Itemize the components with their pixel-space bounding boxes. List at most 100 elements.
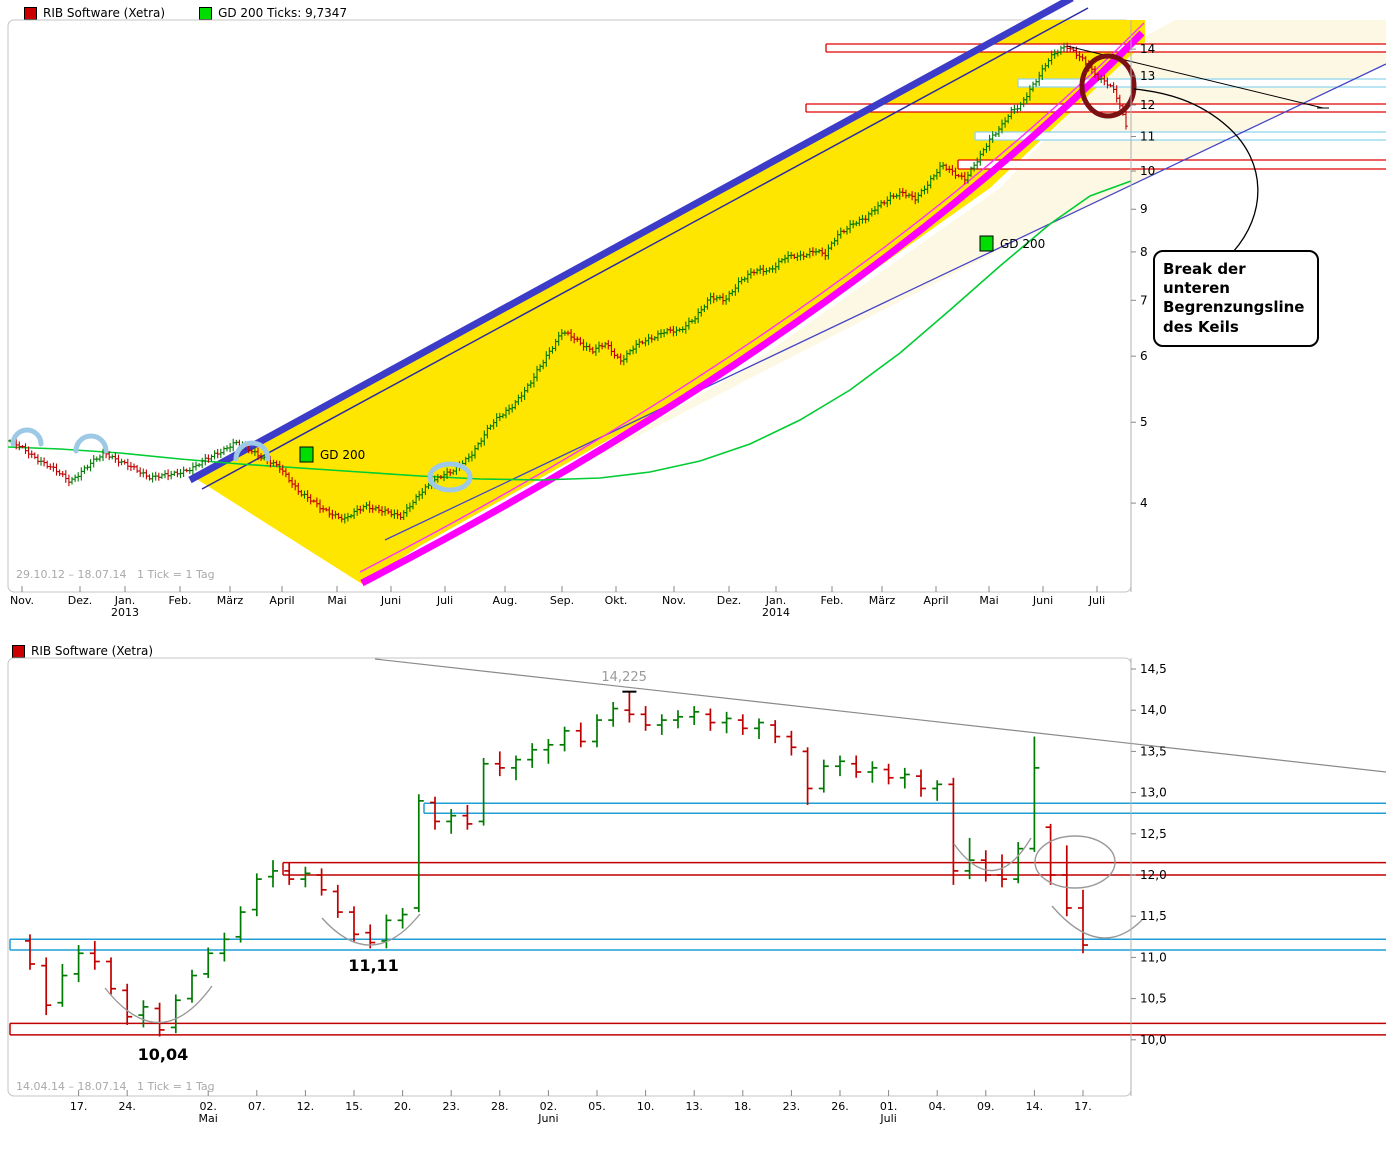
chart-line bbox=[374, 658, 1386, 773]
tick-label: 14 bbox=[1140, 42, 1155, 56]
low-price-label: 10,04 bbox=[137, 1044, 189, 1064]
tick-label: 17. bbox=[70, 1100, 88, 1113]
legend-label: GD 200 Ticks: 9,7347 bbox=[218, 6, 348, 20]
reversal-arc bbox=[104, 985, 213, 1024]
tick-label: 2013 bbox=[111, 606, 139, 619]
callout-curve bbox=[1133, 88, 1259, 253]
tick-label: Mai bbox=[327, 594, 346, 607]
bottom-bars bbox=[25, 691, 1088, 1037]
highlight-ellipse bbox=[427, 461, 473, 493]
chart-line bbox=[384, 63, 1386, 541]
gd200-line bbox=[7, 180, 1132, 481]
tick-label: 10 bbox=[1140, 164, 1155, 178]
bottom-chart-period: 14.04.14 – 18.07.14 1 Tick = 1 Tag bbox=[16, 1080, 215, 1093]
legend-label: RIB Software (Xetra) bbox=[43, 6, 166, 20]
tick-label: 23. bbox=[783, 1100, 801, 1113]
tick-label: 12,0 bbox=[1140, 868, 1167, 882]
tick-label: Juli bbox=[879, 1112, 896, 1125]
break-annotation-box: Break der unteren Begrenzungsline des Ke… bbox=[1153, 250, 1319, 347]
tick-label: 12,5 bbox=[1140, 827, 1167, 841]
tick-label: Mai bbox=[199, 1112, 218, 1125]
tick-label: 01. bbox=[880, 1100, 898, 1113]
tick-label: Dez. bbox=[717, 594, 742, 607]
legend-item: RIB Software (Xetra) bbox=[24, 6, 165, 20]
tick-label: Sep. bbox=[550, 594, 574, 607]
wedge-lower-line-thin bbox=[359, 22, 1145, 573]
tick-label: 6 bbox=[1140, 349, 1148, 363]
reversal-arc bbox=[321, 913, 421, 946]
tick-label: 04. bbox=[928, 1100, 946, 1113]
tick-label: Jan. bbox=[765, 594, 786, 607]
tick-label: Jan. bbox=[114, 594, 135, 607]
tick-label: 05. bbox=[588, 1100, 606, 1113]
tick-label: Juli bbox=[436, 594, 453, 607]
tick-label: Juni bbox=[1032, 594, 1053, 607]
support-resistance-band bbox=[424, 803, 1386, 814]
tick-label: 12 bbox=[1140, 98, 1155, 112]
tick-label: Okt. bbox=[605, 594, 628, 607]
tick-label: 12. bbox=[297, 1100, 315, 1113]
tick-label: 23. bbox=[442, 1100, 460, 1113]
legend-item: GD 200 Ticks: 9,7347 bbox=[199, 6, 347, 20]
bottom-chart: 14,5 14,0 13,5 13,0 12,5 12,0 11,5 11,0 10,5 10,0… bbox=[7, 657, 1386, 1125]
tick-label: 8 bbox=[1140, 245, 1148, 259]
chart-line bbox=[188, 0, 1074, 484]
tick-label: Feb. bbox=[821, 594, 844, 607]
support-resistance-band bbox=[806, 104, 1386, 112]
series-color-swatch bbox=[12, 644, 25, 658]
tick-label: 09. bbox=[977, 1100, 995, 1113]
tick-label: 5 bbox=[1140, 415, 1148, 429]
reversal-arc bbox=[953, 837, 1032, 872]
tick-label: Nov. bbox=[10, 594, 34, 607]
tick-label: Nov. bbox=[662, 594, 686, 607]
tick-label: 9 bbox=[1140, 202, 1148, 216]
gd200-marker bbox=[979, 235, 994, 252]
tick-label: 13,0 bbox=[1140, 786, 1167, 800]
bottom-chart-legend: RIB Software (Xetra) bbox=[12, 644, 181, 658]
tick-label: Dez. bbox=[68, 594, 93, 607]
highlight-arc bbox=[10, 427, 44, 447]
tick-label: März bbox=[869, 594, 896, 607]
support-resistance-band bbox=[1018, 79, 1386, 87]
chart-line bbox=[201, 7, 1089, 490]
tick-label: Juli bbox=[1088, 594, 1105, 607]
tick-label: Juni bbox=[537, 1112, 558, 1125]
tick-label: GD 200 bbox=[320, 448, 365, 462]
tick-label: März bbox=[217, 594, 244, 607]
highlight-arc bbox=[73, 433, 109, 454]
tick-label: Mai bbox=[979, 594, 998, 607]
tick-label: 11,0 bbox=[1140, 950, 1167, 964]
tick-label: April bbox=[269, 594, 294, 607]
tick-label: 13 bbox=[1140, 69, 1155, 83]
support-resistance-band bbox=[958, 160, 1386, 169]
top-chart-legend: RIB Software (Xetra) GD 200 Ticks: 9,734… bbox=[24, 6, 375, 20]
tick-label: 02. bbox=[199, 1100, 217, 1113]
tick-label: 07. bbox=[248, 1100, 266, 1113]
support-resistance-band bbox=[283, 862, 1386, 875]
tick-label: 18. bbox=[734, 1100, 752, 1113]
tick-label: 14,5 bbox=[1140, 662, 1167, 676]
break-highlight-circle bbox=[1079, 53, 1137, 119]
low-price-label: 11,11 bbox=[348, 956, 399, 976]
tick-label: 24. bbox=[118, 1100, 136, 1113]
high-price-label: 14,225 bbox=[601, 669, 647, 685]
support-resistance-band bbox=[826, 44, 1386, 52]
support-resistance-band bbox=[10, 1023, 1386, 1035]
tick-label: 7 bbox=[1140, 293, 1148, 307]
gd200-marker bbox=[299, 446, 314, 463]
tick-label: 10. bbox=[637, 1100, 655, 1113]
reversal-arc bbox=[1051, 905, 1143, 939]
tick-label: 4 bbox=[1140, 496, 1148, 510]
breakdown-ellipse bbox=[1034, 835, 1116, 889]
tick-label: Juni bbox=[380, 594, 401, 607]
support-resistance-band bbox=[10, 939, 1386, 950]
tick-label: 2014 bbox=[762, 606, 790, 619]
tick-label: Feb. bbox=[169, 594, 192, 607]
series-color-swatch bbox=[199, 6, 213, 20]
tick-label: April bbox=[923, 594, 948, 607]
tick-label: 26. bbox=[831, 1100, 849, 1113]
legend-item: RIB Software (Xetra) bbox=[12, 644, 153, 658]
series-color-swatch bbox=[24, 6, 37, 20]
